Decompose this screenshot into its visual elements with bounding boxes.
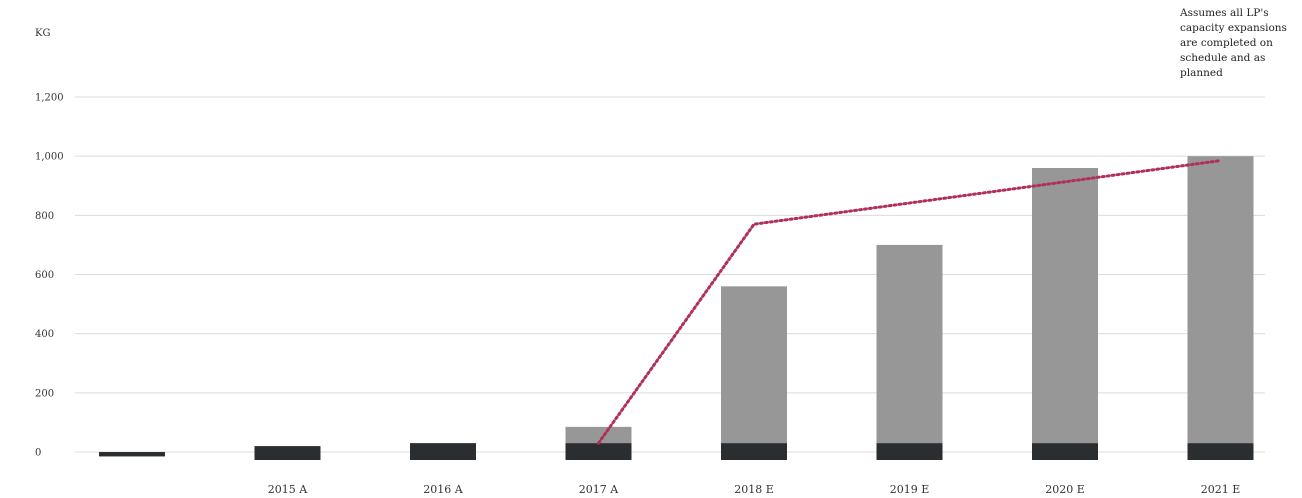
x-tick-label: 2019 E <box>890 483 930 496</box>
bar-dark <box>1187 443 1254 460</box>
bar-gray <box>1032 168 1098 444</box>
dotted-line <box>597 159 1222 445</box>
y-axis-unit-label: KG <box>35 28 50 39</box>
x-tick-label: 2017 A <box>579 483 619 496</box>
x-tick-label: 2021 E <box>1201 483 1241 496</box>
bar-dark <box>410 443 476 460</box>
y-tick-label: 200 <box>35 388 54 399</box>
x-tick-label: 2015 A <box>268 483 308 496</box>
bar-dark <box>721 443 787 460</box>
capacity-line <box>597 159 1222 445</box>
bar-dark <box>565 443 632 460</box>
bar-gray <box>876 244 943 444</box>
y-tick-label: 400 <box>35 329 54 340</box>
y-tick-label: 1,200 <box>35 93 64 104</box>
bar-gray <box>565 426 632 444</box>
bar-gray <box>721 286 787 444</box>
annotation-note: Assumes all LP's capacity expansions are… <box>1180 7 1287 79</box>
y-tick-label: 800 <box>35 211 54 222</box>
bar-gray <box>1187 156 1254 444</box>
bar-dark <box>876 443 943 460</box>
y-tick-label: 600 <box>35 270 54 281</box>
y-axis-ticks: 0 200 400 600 800 1,000 1,200 <box>35 93 64 459</box>
y-tick-label: 1,000 <box>35 152 64 163</box>
gridlines <box>75 96 1265 453</box>
bar-dark <box>1032 443 1098 460</box>
bar-dark <box>99 452 165 457</box>
x-tick-label: 2018 E <box>734 483 774 496</box>
x-tick-label: 2016 A <box>423 483 463 496</box>
x-axis-ticks: 2015 A 2016 A 2017 A 2018 E 2019 E 2020 E 2021… <box>268 483 1240 496</box>
bars <box>99 156 1254 460</box>
bar-dark <box>254 446 321 460</box>
x-tick-label: 2020 E <box>1045 483 1085 496</box>
y-tick-label: 0 <box>35 448 41 459</box>
